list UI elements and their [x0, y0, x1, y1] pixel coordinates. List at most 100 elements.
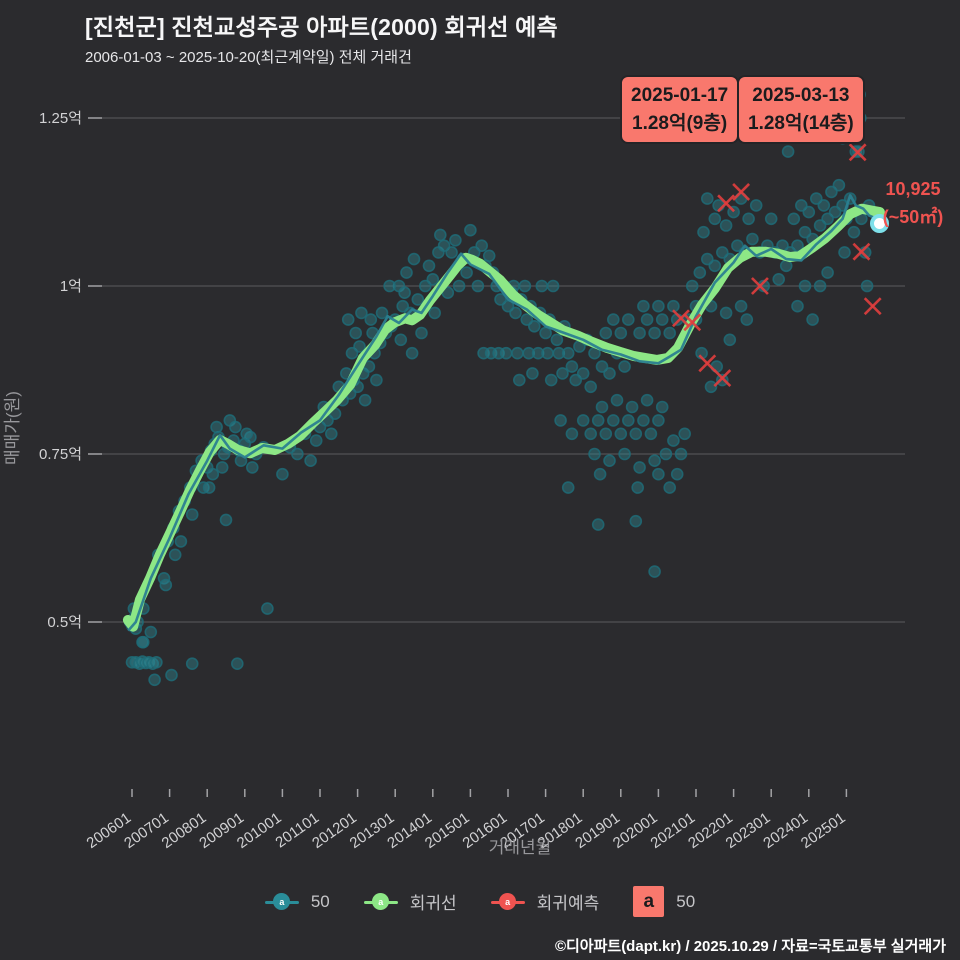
- scatter-point[interactable]: [550, 333, 564, 347]
- scatter-point[interactable]: [210, 420, 223, 434]
- scatter-point[interactable]: [341, 313, 355, 326]
- scatter-point[interactable]: [522, 346, 536, 360]
- scatter-point[interactable]: [565, 360, 579, 373]
- scatter-point[interactable]: [415, 326, 428, 340]
- scatter-point[interactable]: [787, 212, 801, 226]
- scatter-point[interactable]: [802, 205, 816, 219]
- scatter-point[interactable]: [781, 145, 795, 158]
- scatter-point[interactable]: [667, 434, 680, 447]
- scatter-point[interactable]: [576, 414, 590, 427]
- scatter-point[interactable]: [618, 360, 631, 373]
- scatter-point[interactable]: [433, 228, 447, 242]
- prediction-x-marker[interactable]: [848, 143, 867, 162]
- prediction-x-marker[interactable]: [717, 194, 735, 213]
- scatter-point[interactable]: [552, 346, 566, 360]
- prediction-x-marker[interactable]: [732, 183, 751, 201]
- scatter-point[interactable]: [206, 467, 220, 481]
- scatter-point[interactable]: [541, 346, 554, 360]
- scatter-point[interactable]: [527, 319, 541, 333]
- scatter-point[interactable]: [144, 625, 158, 639]
- scatter-point[interactable]: [231, 657, 244, 671]
- scatter-point[interactable]: [422, 259, 436, 273]
- scatter-point[interactable]: [407, 252, 421, 266]
- scatter-point[interactable]: [734, 299, 748, 313]
- scatter-point[interactable]: [556, 367, 569, 380]
- scatter-point[interactable]: [509, 306, 522, 320]
- legend-item-회귀선[interactable]: a 회귀선: [363, 889, 457, 914]
- scatter-point[interactable]: [798, 225, 812, 239]
- scatter-point[interactable]: [599, 427, 613, 441]
- scatter-point[interactable]: [621, 313, 635, 326]
- scatter-point[interactable]: [584, 427, 598, 441]
- scatter-point[interactable]: [593, 467, 607, 481]
- legend-item-50[interactable]: a 50: [633, 886, 695, 917]
- scatter-point[interactable]: [621, 414, 635, 427]
- scatter-point[interactable]: [561, 481, 575, 494]
- scatter-point[interactable]: [674, 447, 688, 461]
- prediction-x-marker[interactable]: [713, 369, 732, 387]
- scatter-point[interactable]: [740, 313, 754, 326]
- scatter-point[interactable]: [526, 367, 539, 380]
- scatter-point[interactable]: [165, 668, 178, 682]
- prediction-x-marker[interactable]: [852, 242, 871, 261]
- scatter-point[interactable]: [652, 467, 665, 481]
- scatter-point[interactable]: [860, 279, 874, 293]
- scatter-point[interactable]: [148, 673, 161, 687]
- scatter-point[interactable]: [561, 346, 575, 360]
- scatter-point[interactable]: [358, 393, 372, 407]
- scatter-point[interactable]: [229, 420, 242, 434]
- scatter-point[interactable]: [535, 279, 549, 293]
- scatter-point[interactable]: [838, 246, 851, 259]
- scatter-point[interactable]: [452, 279, 466, 293]
- scatter-point[interactable]: [644, 427, 658, 441]
- scatter-point[interactable]: [663, 326, 677, 340]
- scatter-point[interactable]: [610, 393, 624, 407]
- scatter-point[interactable]: [652, 299, 665, 313]
- scatter-point[interactable]: [749, 199, 763, 212]
- scatter-point[interactable]: [618, 447, 631, 461]
- scatter-point[interactable]: [715, 373, 729, 387]
- scatter-point[interactable]: [637, 299, 650, 313]
- scatter-point[interactable]: [449, 234, 462, 247]
- scatter-point[interactable]: [150, 655, 163, 669]
- scatter-point[interactable]: [554, 414, 567, 427]
- scatter-point[interactable]: [719, 219, 733, 232]
- legend-item-50[interactable]: a 50: [264, 892, 330, 912]
- scatter-point[interactable]: [847, 225, 861, 239]
- scatter-point[interactable]: [813, 279, 827, 293]
- scatter-point[interactable]: [719, 306, 733, 320]
- scatter-point[interactable]: [471, 279, 485, 293]
- scatter-point[interactable]: [512, 373, 526, 387]
- scatter-point[interactable]: [460, 266, 473, 279]
- scatter-point[interactable]: [663, 481, 677, 494]
- scatter-point[interactable]: [202, 481, 216, 494]
- prediction-x-marker[interactable]: [683, 313, 702, 332]
- scatter-point[interactable]: [603, 367, 616, 380]
- scatter-point[interactable]: [591, 518, 605, 531]
- scatter-point[interactable]: [309, 434, 323, 447]
- scatter-point[interactable]: [565, 427, 579, 441]
- scatter-point[interactable]: [370, 373, 383, 387]
- scatter-point[interactable]: [499, 346, 513, 360]
- prediction-x-marker[interactable]: [672, 309, 690, 328]
- prediction-x-marker[interactable]: [863, 297, 882, 316]
- scatter-point[interactable]: [383, 279, 396, 293]
- scatter-point[interactable]: [821, 266, 834, 279]
- scatter-point[interactable]: [595, 400, 609, 414]
- scatter-point[interactable]: [631, 481, 645, 494]
- scatter-point[interactable]: [219, 513, 233, 527]
- scatter-point[interactable]: [511, 346, 524, 360]
- scatter-point[interactable]: [531, 346, 545, 360]
- scatter-point[interactable]: [475, 239, 489, 252]
- scatter-point[interactable]: [708, 259, 722, 273]
- scatter-point[interactable]: [764, 212, 778, 226]
- scatter-point[interactable]: [353, 340, 366, 353]
- scatter-point[interactable]: [614, 326, 628, 340]
- scatter-point[interactable]: [539, 326, 552, 340]
- scatter-point[interactable]: [398, 286, 411, 300]
- scatter-point[interactable]: [261, 602, 274, 615]
- scatter-point[interactable]: [405, 346, 419, 360]
- scatter-point[interactable]: [240, 427, 253, 441]
- scatter-point[interactable]: [704, 380, 718, 394]
- scatter-point[interactable]: [185, 657, 199, 671]
